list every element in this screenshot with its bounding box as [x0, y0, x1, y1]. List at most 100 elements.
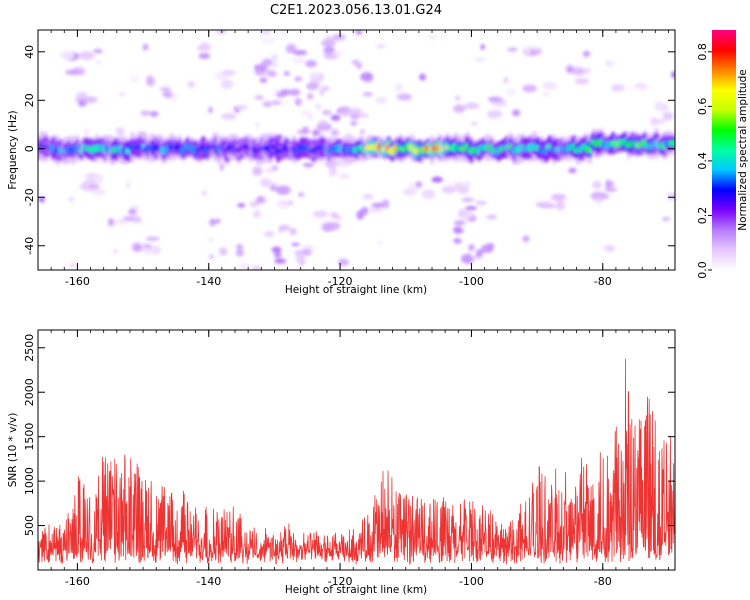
colorbar-tick-label: 0.4 [696, 152, 709, 170]
heatmap-cell [471, 121, 478, 126]
heatmap-cell [360, 72, 374, 82]
heatmap-cell [486, 214, 498, 220]
heatmap-cell [209, 254, 214, 260]
heatmap-background-blobs [38, 30, 675, 270]
heatmap-cell [276, 199, 291, 209]
heatmap-cell [582, 50, 591, 58]
heatmap-cell [671, 71, 675, 79]
heatmap-cell [452, 104, 466, 114]
heatmap-cell [428, 35, 438, 40]
heatmap-cell [337, 258, 349, 266]
snr-x-label: Height of straight line (km) [285, 584, 427, 596]
colorbar-ticks: 0.0 0.2 0.4 0.6 0.8 [696, 43, 712, 279]
heatmap-cell [271, 246, 282, 254]
heatmap-cell [605, 60, 614, 67]
heatmap-cell [126, 181, 131, 190]
heatmap-cell [453, 226, 463, 234]
heatmap-cell [118, 92, 125, 96]
heatmap-cell [654, 100, 665, 111]
heatmap-cell [650, 117, 658, 126]
heatmap-cell [221, 112, 237, 120]
heatmap-cell [321, 39, 336, 47]
heatmap-cell [289, 227, 297, 236]
heatmap-cell [124, 216, 135, 221]
heatmap-cell [572, 67, 585, 76]
heatmap-cell [78, 51, 95, 61]
heatmap-cell [327, 221, 341, 231]
heatmap-cell [396, 93, 412, 101]
heatmap-cell [308, 114, 313, 120]
heatmap-cell [59, 50, 75, 61]
heatmap-cell [529, 48, 538, 56]
heatmap-cell [331, 34, 346, 41]
heatmap-cell [463, 102, 480, 110]
x-tick-label: -100 [459, 275, 484, 288]
x-tick-label: -160 [65, 275, 90, 288]
heatmap-cell [262, 101, 272, 108]
x-tick-label: -120 [328, 275, 353, 288]
heatmap-cell [605, 181, 615, 187]
heatmap-cell [128, 209, 137, 215]
heatmap-cell [252, 209, 262, 219]
heatmap-cell [459, 209, 474, 220]
heatmap-cell [253, 63, 268, 73]
heatmap-cell [574, 77, 589, 85]
heatmap-cell [321, 110, 332, 115]
heatmap-cell [328, 166, 338, 177]
heatmap-cell [269, 185, 277, 191]
heatmap-cell [270, 100, 282, 105]
heatmap-cell [475, 200, 487, 206]
heatmap-cell [542, 91, 550, 97]
heatmap-main-band [38, 127, 675, 166]
x-tick-label: -100 [459, 575, 484, 588]
heatmap-cell [236, 243, 244, 250]
heatmap-cell [291, 242, 300, 247]
heatmap-cell [261, 30, 271, 35]
heatmap-cell [215, 218, 221, 224]
spectrogram-y-label: Frequency (Hz) [7, 110, 19, 189]
heatmap-cell [452, 186, 469, 191]
heatmap-cell [350, 121, 358, 126]
heatmap-cell [319, 221, 326, 226]
snr-y-ticks: 500 1000 1500 2000 2500 [23, 334, 675, 536]
heatmap-cell [107, 218, 115, 227]
snr-y-label: SNR (10 * v/v) [7, 413, 19, 488]
heatmap-cell [274, 251, 282, 259]
y-tick-label: 500 [23, 515, 36, 536]
heatmap-cell [340, 110, 350, 117]
spectrogram-panel: -160 -140 -120 -100 -80 -40 -20 0 20 40 Height o… [7, 29, 676, 296]
heatmap-cell [634, 83, 647, 89]
heatmap-cell [369, 206, 383, 213]
snr-panel: -160 -140 -120 -100 -80 5001000150020002500 … [7, 329, 676, 596]
heatmap-cell [295, 256, 304, 262]
heatmap-cell [415, 181, 423, 188]
heatmap-cell [542, 81, 558, 91]
heatmap-cell [293, 50, 308, 56]
heatmap-cell [38, 196, 45, 203]
heatmap-cell [662, 216, 670, 222]
colorbar: 0.0 0.2 0.4 0.6 0.8 Normalized spectral ampl… [696, 30, 749, 279]
heatmap-cell [346, 107, 363, 115]
y-tick-label: -40 [23, 237, 36, 255]
heatmap-cell [216, 30, 227, 35]
heatmap-cell [270, 53, 279, 63]
heatmap-cell [355, 30, 363, 35]
x-tick-label: -80 [594, 275, 612, 288]
heatmap-cell [96, 59, 102, 65]
heatmap-cell [594, 196, 604, 204]
heatmap-cell [453, 238, 462, 244]
y-tick-label: 1500 [23, 423, 36, 451]
x-tick-label: -140 [196, 575, 221, 588]
heatmap-cell [144, 247, 153, 256]
heatmap-cell [252, 166, 263, 176]
heatmap-cell [76, 91, 88, 99]
heatmap-cell [522, 84, 537, 93]
y-tick-label: 2500 [23, 334, 36, 362]
heatmap-cell [662, 112, 674, 120]
heatmap-cell [356, 210, 364, 220]
heatmap-cell [275, 185, 291, 195]
heatmap-cell [113, 249, 118, 254]
heatmap-cell [282, 100, 290, 106]
heatmap-cell [306, 93, 314, 100]
colorbar-label: Normalized spectral amplitude [737, 69, 749, 230]
